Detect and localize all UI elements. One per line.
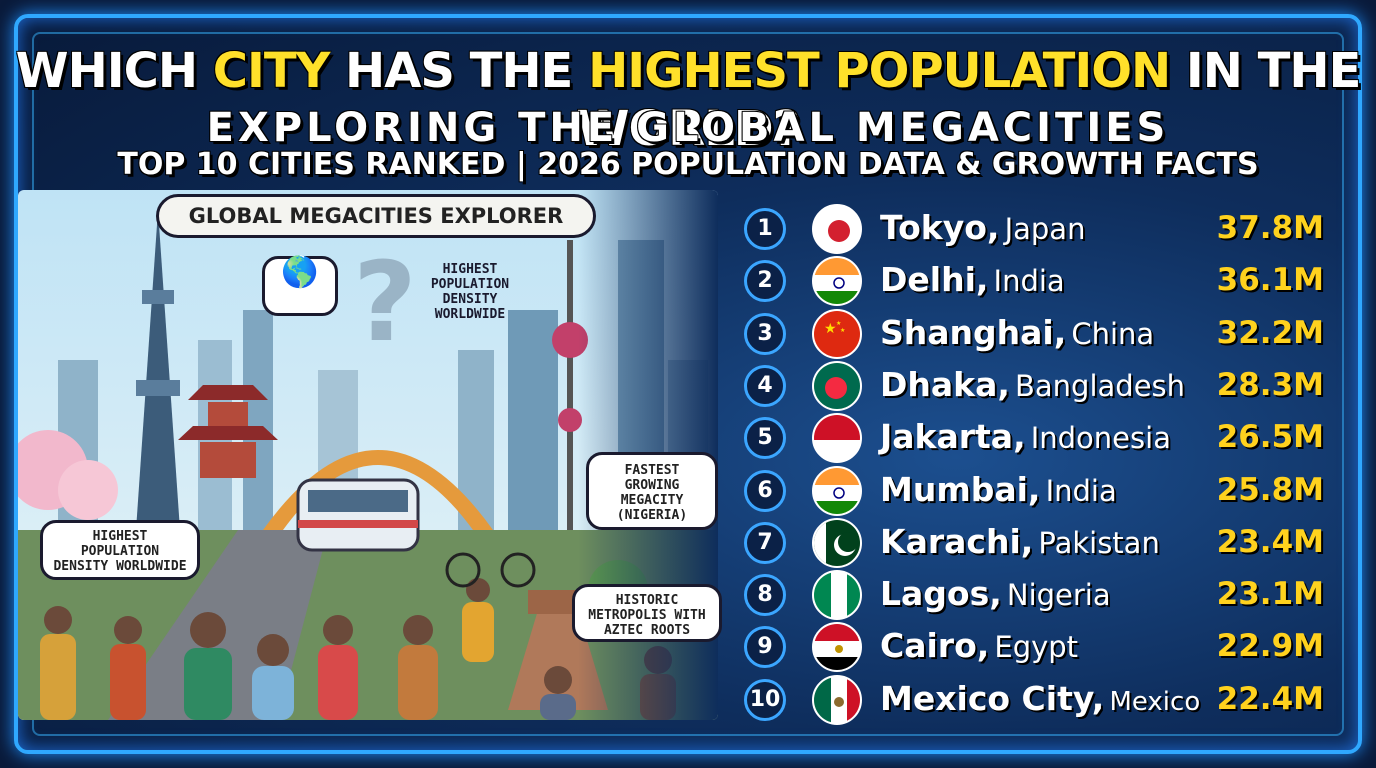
rank-number: 6 xyxy=(744,469,786,512)
callout-top-density: HIGHEST POPULATION DENSITY WORLDWIDE xyxy=(430,262,510,322)
country-name: Bangladesh xyxy=(1015,368,1186,403)
svg-text:★: ★ xyxy=(840,327,845,334)
population-value: 23.1M xyxy=(1216,576,1324,613)
population-value: 32.2M xyxy=(1216,314,1324,351)
rank-number: 3 xyxy=(744,312,786,355)
population-value: 37.8M xyxy=(1216,210,1324,246)
city-name: Jakarta, xyxy=(880,417,1026,457)
ranking-row: 1 Tokyo, Japan 37.8M xyxy=(744,204,1334,254)
ranking-row: 4 Dhaka, Bangladesh 28.3M xyxy=(744,360,1334,411)
city-label: Cairo, Egypt xyxy=(880,626,1078,665)
city-name: Mexico City, xyxy=(880,678,1105,718)
city-name: Shanghai, xyxy=(880,312,1067,352)
city-name: Mumbai, xyxy=(880,469,1041,509)
country-name: China xyxy=(1071,316,1155,351)
mexico-flag-icon xyxy=(812,674,862,725)
rank-number: 9 xyxy=(744,626,786,669)
city-name: Dhaka, xyxy=(880,364,1010,404)
rank-number: 5 xyxy=(744,417,786,460)
rank-number: 10 xyxy=(744,678,786,721)
pakistan-flag-icon xyxy=(812,517,862,568)
rank-number: 4 xyxy=(744,364,786,407)
city-label: Mexico City, Mexico xyxy=(880,679,1200,718)
city-name: Tokyo, xyxy=(880,208,1000,247)
indonesia-flag-icon xyxy=(812,413,862,464)
nigeria-flag-icon xyxy=(812,570,862,621)
rank-number: 7 xyxy=(744,521,786,564)
subheadline: EXPLORING THE GLOBAL MEGACITIES xyxy=(206,105,1170,151)
callout-fastest-growing: FASTEST GROWING MEGACITY (NIGERIA) xyxy=(586,452,718,530)
country-name: India xyxy=(1045,473,1117,508)
india-flag-icon xyxy=(812,465,862,516)
population-value: 23.4M xyxy=(1216,523,1324,560)
city-label: Delhi, India xyxy=(880,260,1065,299)
rank-number: 8 xyxy=(744,574,786,617)
population-value: 36.1M xyxy=(1216,262,1324,299)
explorer-badge: GLOBAL MEGACITIES EXPLORER xyxy=(156,194,596,238)
city-name: Lagos, xyxy=(880,574,1002,614)
city-label: Lagos, Nigeria xyxy=(880,574,1111,613)
world-map-icon: 🌎 xyxy=(281,255,319,290)
city-label: Shanghai, China xyxy=(880,313,1154,352)
country-name: Indonesia xyxy=(1030,421,1171,456)
city-label: Mumbai, India xyxy=(880,470,1117,509)
bangladesh-flag-icon xyxy=(812,360,862,411)
ranking-row: 7 Karachi, Pakistan 23.4M xyxy=(744,517,1334,568)
rank-number: 2 xyxy=(744,260,786,303)
svg-text:★: ★ xyxy=(824,320,837,336)
egypt-flag-icon xyxy=(812,622,862,673)
country-name: Nigeria xyxy=(1006,578,1111,613)
callout-historic: HISTORIC METROPOLIS WITH AZTEC ROOTS xyxy=(572,584,722,642)
population-value: 22.4M xyxy=(1216,680,1324,717)
ranking-row: 9 Cairo, Egypt 22.9M xyxy=(744,622,1334,673)
japan-flag-icon xyxy=(812,204,862,254)
city-label: Jakarta, Indonesia xyxy=(880,417,1171,456)
callout-density: HIGHEST POPULATION DENSITY WORLDWIDE xyxy=(40,520,200,580)
country-name: Egypt xyxy=(994,630,1079,665)
country-name: Pakistan xyxy=(1038,525,1160,560)
city-name: Delhi, xyxy=(880,260,989,300)
ranking-row: 5 Jakarta, Indonesia 26.5M xyxy=(744,413,1334,464)
city-label: Tokyo, Japan xyxy=(880,208,1085,247)
headline: WHICH CITY HAS THE HIGHEST POPULATION IN… xyxy=(15,43,1362,157)
india-flag-icon xyxy=(812,256,862,307)
svg-text:★: ★ xyxy=(836,320,841,327)
population-value: 28.3M xyxy=(1216,366,1324,403)
city-label: Dhaka, Bangladesh xyxy=(880,365,1185,404)
tagline: TOP 10 CITIES RANKED | 2026 POPULATION D… xyxy=(117,147,1259,182)
country-name: Mexico xyxy=(1109,686,1201,717)
population-value: 25.8M xyxy=(1216,471,1324,508)
population-value: 26.5M xyxy=(1216,419,1324,456)
ranking-row: 6 Mumbai, India 25.8M xyxy=(744,465,1334,516)
country-name: Japan xyxy=(1004,212,1086,246)
ranking-row: 10 Mexico City, Mexico 22.4M xyxy=(744,674,1334,725)
ranking-row: 8 Lagos, Nigeria 23.1M xyxy=(744,570,1334,621)
ranking-row: 3 ★ ★ ★ Shanghai, China 32.2M xyxy=(744,308,1334,359)
city-name: Karachi, xyxy=(880,521,1034,561)
rank-number: 1 xyxy=(744,208,786,250)
world-map-bubble: 🌎 xyxy=(262,256,338,316)
city-name: Cairo, xyxy=(880,626,990,666)
china-flag-icon: ★ ★ ★ xyxy=(812,308,862,359)
population-value: 22.9M xyxy=(1216,628,1324,665)
country-name: India xyxy=(993,264,1065,299)
ranking-row: 2 Delhi, India 36.1M xyxy=(744,256,1334,307)
city-label: Karachi, Pakistan xyxy=(880,522,1160,561)
